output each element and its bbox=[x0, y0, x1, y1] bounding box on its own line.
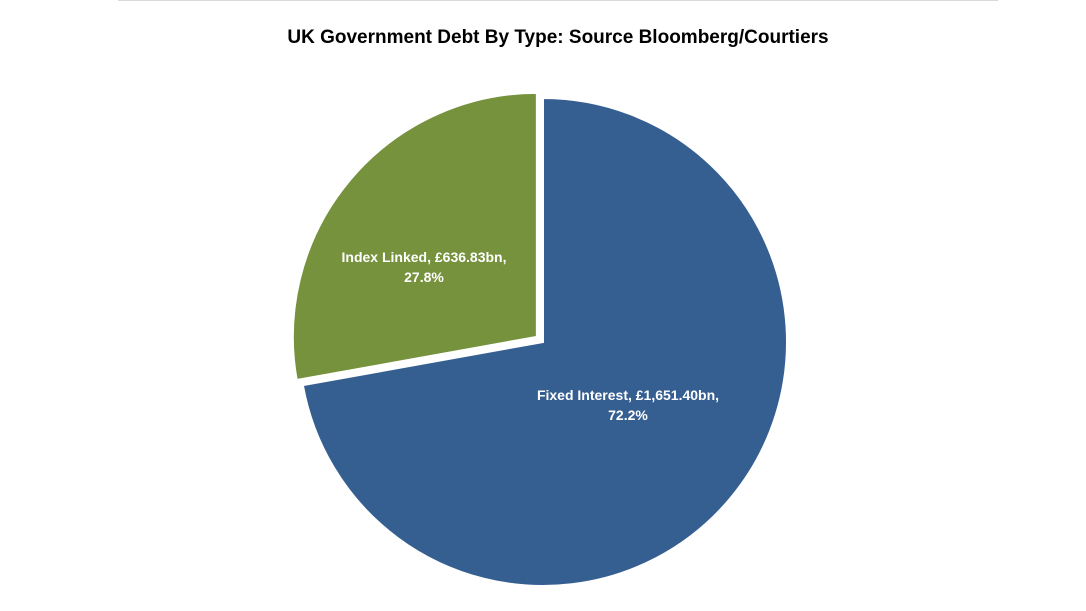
slice-label-index-linked: Index Linked, £636.83bn, 27.8% bbox=[342, 249, 507, 285]
slice-label-fixed-interest: Fixed Interest, £1,651.40bn, 72.2% bbox=[537, 387, 719, 423]
top-divider bbox=[118, 0, 998, 1]
chart-title: UK Government Debt By Type: Source Bloom… bbox=[287, 27, 829, 48]
slices-layer bbox=[291, 91, 788, 587]
pie-slice-index-linked bbox=[291, 91, 538, 382]
pie-slice-fixed-interest bbox=[301, 96, 788, 587]
slice-label-line1: Fixed Interest, £1,651.40bn, bbox=[537, 387, 719, 403]
labels-layer: Fixed Interest, £1,651.40bn, 72.2% Index L… bbox=[342, 249, 720, 423]
slice-label-line2: 27.8% bbox=[404, 269, 444, 285]
slice-label-line2: 72.2% bbox=[608, 407, 648, 423]
slice-label-line1: Index Linked, £636.83bn, bbox=[342, 249, 507, 265]
